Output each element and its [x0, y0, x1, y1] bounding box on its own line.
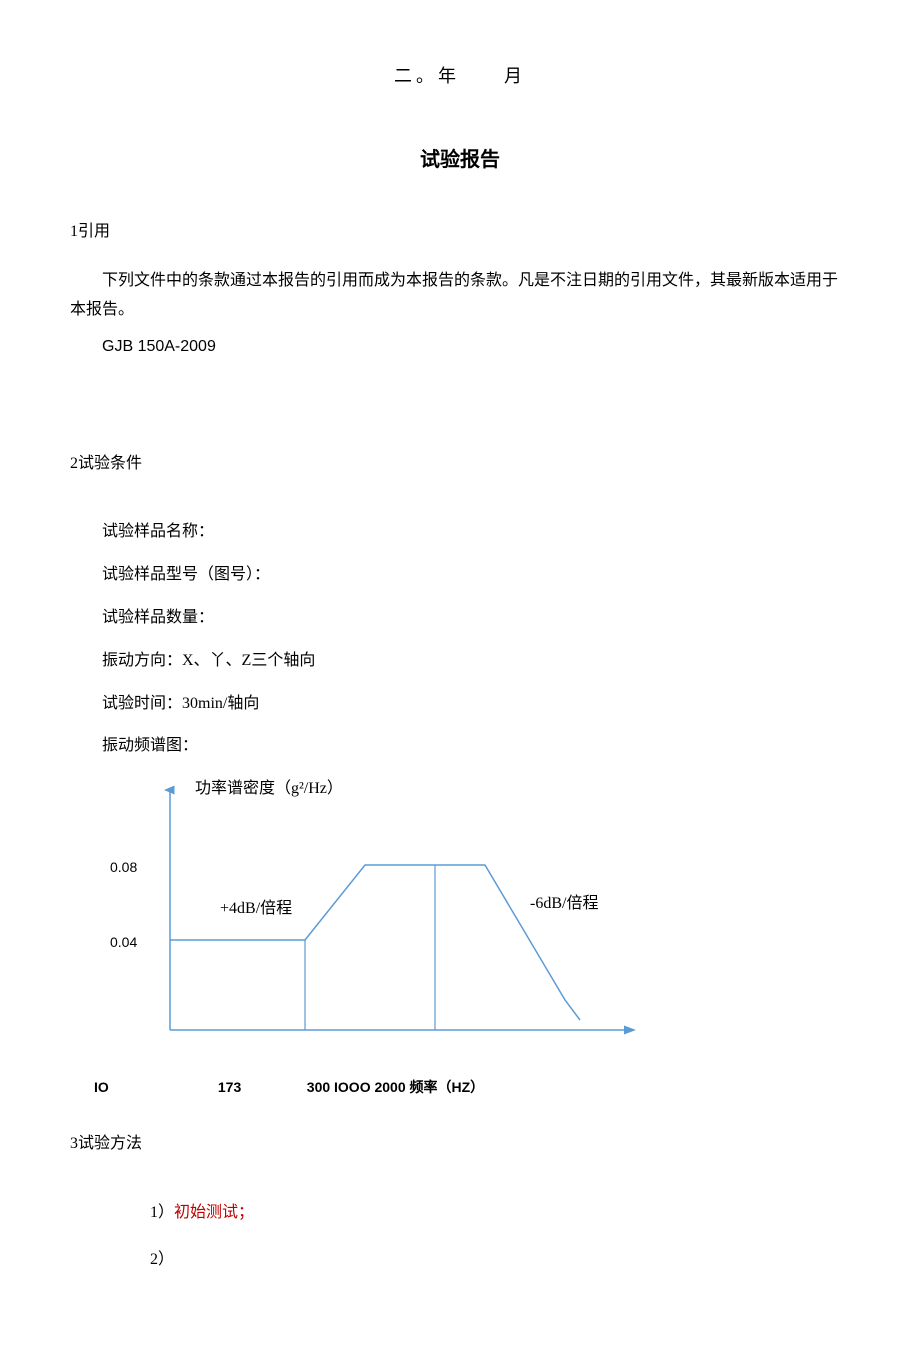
- method-item-1: 1）初始测试；: [150, 1199, 850, 1228]
- vib-direction: 振动方向：X、丫、Z三个轴向: [70, 647, 850, 676]
- annotation-left: +4dB/倍程: [220, 895, 292, 924]
- x-label-rest: 300 IOOO 2000 频率（HZ）: [307, 1075, 484, 1100]
- annotation-right: -6dB/倍程: [530, 890, 598, 919]
- spectrum-chart: 功率谱密度（g²/Hz） 0.08 0.04 +4dB/倍程 -6dB/倍程: [110, 775, 670, 1055]
- method-item-1-text: 初始测试；: [174, 1204, 254, 1221]
- section2-heading: 2试验条件: [70, 450, 850, 479]
- method-item-1-num: 1）: [150, 1204, 174, 1221]
- section1-para: 下列文件中的条款通过本报告的引用而成为本报告的条款。凡是不注日期的引用文件，其最…: [70, 267, 850, 325]
- method-item-2: 2）: [150, 1246, 850, 1275]
- sample-name: 试验样品名称：: [70, 518, 850, 547]
- section1-reference: GJB 150A-2009: [70, 333, 850, 362]
- test-time: 试验时间：30min/轴向: [70, 690, 850, 719]
- sample-model: 试验样品型号（图号）：: [70, 561, 850, 590]
- date-line: 二。年 月: [70, 60, 850, 92]
- x-label-173: 173: [218, 1075, 303, 1100]
- y-axis-title: 功率谱密度（g²/Hz）: [195, 775, 343, 804]
- y-tick-004: 0.04: [110, 930, 137, 955]
- x-axis-labels: IO 173 300 IOOO 2000 频率（HZ）: [94, 1075, 850, 1100]
- report-title: 试验报告: [70, 142, 850, 178]
- section1-heading: 1引用: [70, 218, 850, 247]
- sample-qty: 试验样品数量：: [70, 604, 850, 633]
- section3-heading: 3试验方法: [70, 1130, 850, 1159]
- y-tick-008: 0.08: [110, 855, 137, 880]
- x-label-io: IO: [94, 1075, 214, 1100]
- spectrum-label: 振动频谱图：: [70, 732, 850, 761]
